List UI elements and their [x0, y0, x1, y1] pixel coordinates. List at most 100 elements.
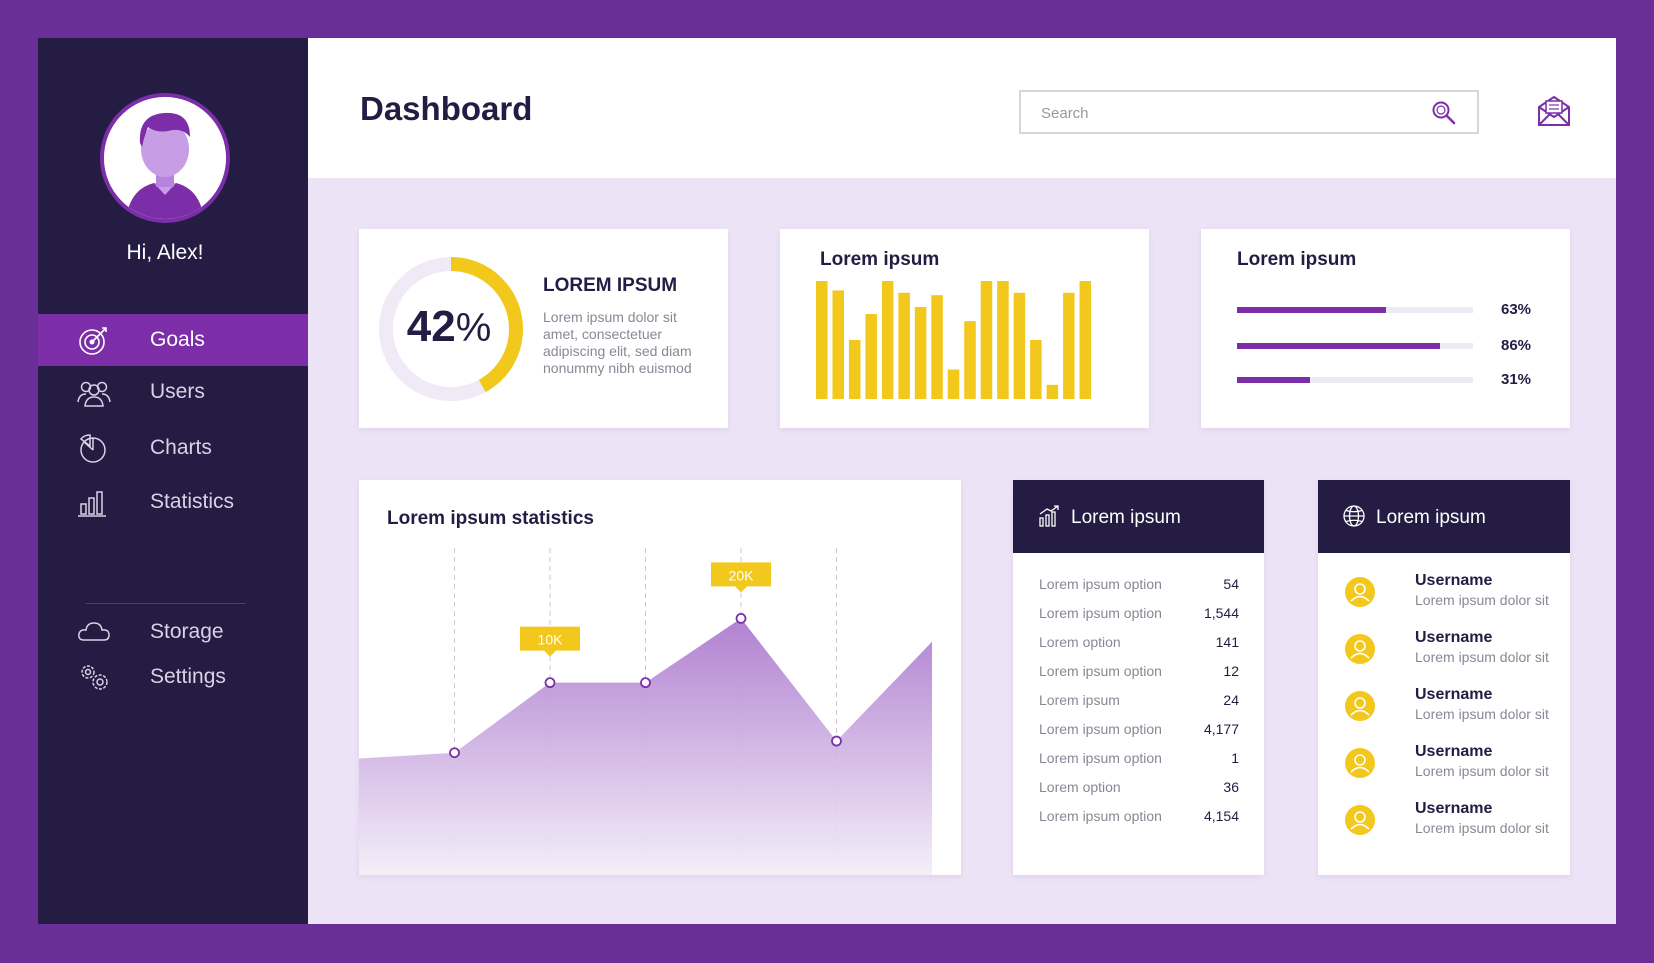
list-item[interactable]: Lorem ipsum 24 [1039, 692, 1239, 712]
bar [1030, 340, 1042, 399]
bar [1046, 384, 1059, 399]
progress-track [1237, 307, 1473, 313]
user-list-item[interactable]: Username Lorem ipsum dolor sit [1344, 686, 1564, 726]
option-value: 54 [1223, 576, 1239, 592]
card-title: Lorem ipsum [820, 249, 940, 270]
data-point [544, 677, 556, 689]
option-name: Lorem ipsum option [1039, 576, 1162, 592]
target-icon [79, 327, 107, 355]
search-input[interactable] [1041, 102, 1421, 124]
user-description: Lorem ipsum dolor sit [1415, 592, 1549, 608]
value-label: 20K [711, 562, 771, 593]
user-description: Lorem ipsum dolor sit [1415, 820, 1549, 836]
cloud-icon [78, 622, 110, 641]
user-avatar-icon [104, 97, 226, 219]
option-name: Lorem ipsum option [1039, 750, 1162, 766]
username: Username [1415, 686, 1493, 703]
area-chart: 10K 20K [359, 548, 932, 875]
bar [848, 340, 861, 399]
value-label-text: 10K [538, 632, 564, 648]
pie-chart-icon [79, 434, 106, 463]
bar-chart-icon [78, 491, 106, 517]
list-item[interactable]: Lorem ipsum option 4,177 [1039, 721, 1239, 741]
list-item[interactable]: Lorem option 141 [1039, 634, 1239, 654]
bar [1079, 281, 1092, 399]
users-card: Lorem ipsum Username Lorem ipsum dolor s… [1318, 480, 1570, 875]
sidebar: Hi, Alex! Goals Users [38, 38, 308, 924]
data-point [449, 747, 460, 759]
header: Dashboard [308, 38, 1616, 178]
sidebar-item-storage[interactable]: Storage [38, 606, 308, 658]
username: Username [1415, 800, 1493, 817]
statistics-card: Lorem ipsum statistics 10K 20K [359, 480, 961, 875]
option-value: 1,544 [1203, 605, 1239, 621]
bar [947, 369, 960, 399]
value-label-pointer [735, 586, 747, 593]
bar [816, 281, 828, 399]
progress-fill [1237, 377, 1311, 383]
progress-value: 63% [1501, 301, 1532, 318]
kpi-description: Lorem ipsum dolor sit amet, consectetuer… [543, 309, 692, 376]
progress-value: 31% [1501, 371, 1532, 388]
option-value: 4,154 [1203, 808, 1239, 824]
user-icon [1345, 748, 1375, 778]
option-name: Lorem ipsum [1039, 692, 1120, 708]
sidebar-item-label: Users [150, 380, 205, 403]
sidebar-item-label: Statistics [150, 490, 235, 513]
sidebar-item-statistics[interactable]: Statistics [38, 476, 308, 528]
option-name: Lorem ipsum option [1039, 721, 1162, 737]
bar [931, 295, 943, 399]
data-point [831, 735, 842, 747]
progress-row: 86% [1237, 337, 1531, 357]
value-label: 10K [520, 626, 580, 657]
value-label-bg [711, 562, 771, 587]
option-name: Lorem ipsum option [1039, 808, 1162, 824]
growth-chart-icon [1039, 505, 1059, 527]
sidebar-item-charts[interactable]: Charts [38, 422, 308, 474]
bar [964, 321, 976, 399]
bar [1013, 292, 1026, 399]
option-value: 36 [1223, 779, 1239, 795]
list-item[interactable]: Lorem option 36 [1039, 779, 1239, 799]
avatar[interactable] [100, 93, 230, 223]
card-title: Lorem ipsum statistics [387, 508, 594, 529]
list-item[interactable]: Lorem ipsum option 54 [1039, 576, 1239, 596]
kpi-value: 42% [399, 302, 499, 352]
users-icon [77, 381, 111, 407]
user-list-item[interactable]: Username Lorem ipsum dolor sit [1344, 800, 1564, 840]
option-value: 24 [1223, 692, 1239, 708]
option-name: Lorem option [1039, 779, 1121, 795]
sidebar-item-settings[interactable]: Settings [38, 651, 308, 703]
username: Username [1415, 572, 1493, 589]
bar [881, 281, 894, 399]
progress-row: 31% [1237, 371, 1531, 391]
kpi-card: 42% LOREM IPSUM Lorem ipsum dolor sit am… [359, 229, 728, 428]
progress-row: 63% [1237, 301, 1531, 321]
data-point [640, 677, 651, 689]
area-series [359, 618, 932, 875]
user-list-item[interactable]: Username Lorem ipsum dolor sit [1344, 572, 1564, 612]
list-item[interactable]: Lorem ipsum option 12 [1039, 663, 1239, 683]
options-card-header: Lorem ipsum [1013, 480, 1264, 553]
app-window: Hi, Alex! Goals Users [38, 38, 1616, 924]
option-name: Lorem ipsum option [1039, 663, 1162, 679]
list-item[interactable]: Lorem ipsum option 1 [1039, 750, 1239, 770]
sidebar-item-users[interactable]: Users [38, 366, 308, 418]
user-list-item[interactable]: Username Lorem ipsum dolor sit [1344, 629, 1564, 669]
option-value: 12 [1223, 663, 1239, 679]
mail-icon[interactable] [1536, 93, 1572, 129]
search-box[interactable] [1019, 90, 1479, 134]
bar-chart [816, 281, 1092, 399]
user-list-item[interactable]: Username Lorem ipsum dolor sit [1344, 743, 1564, 783]
sidebar-item-label: Settings [150, 665, 226, 688]
search-icon[interactable] [1431, 100, 1457, 126]
bar [980, 281, 993, 399]
user-icon [1345, 691, 1375, 721]
donut-progress [379, 257, 523, 401]
user-icon [1345, 577, 1375, 607]
list-item[interactable]: Lorem ipsum option 4,154 [1039, 808, 1239, 828]
list-item[interactable]: Lorem ipsum option 1,544 [1039, 605, 1239, 625]
users-card-title: Lorem ipsum [1376, 507, 1486, 528]
progress-track [1237, 377, 1473, 383]
sidebar-item-goals[interactable]: Goals [38, 314, 308, 366]
